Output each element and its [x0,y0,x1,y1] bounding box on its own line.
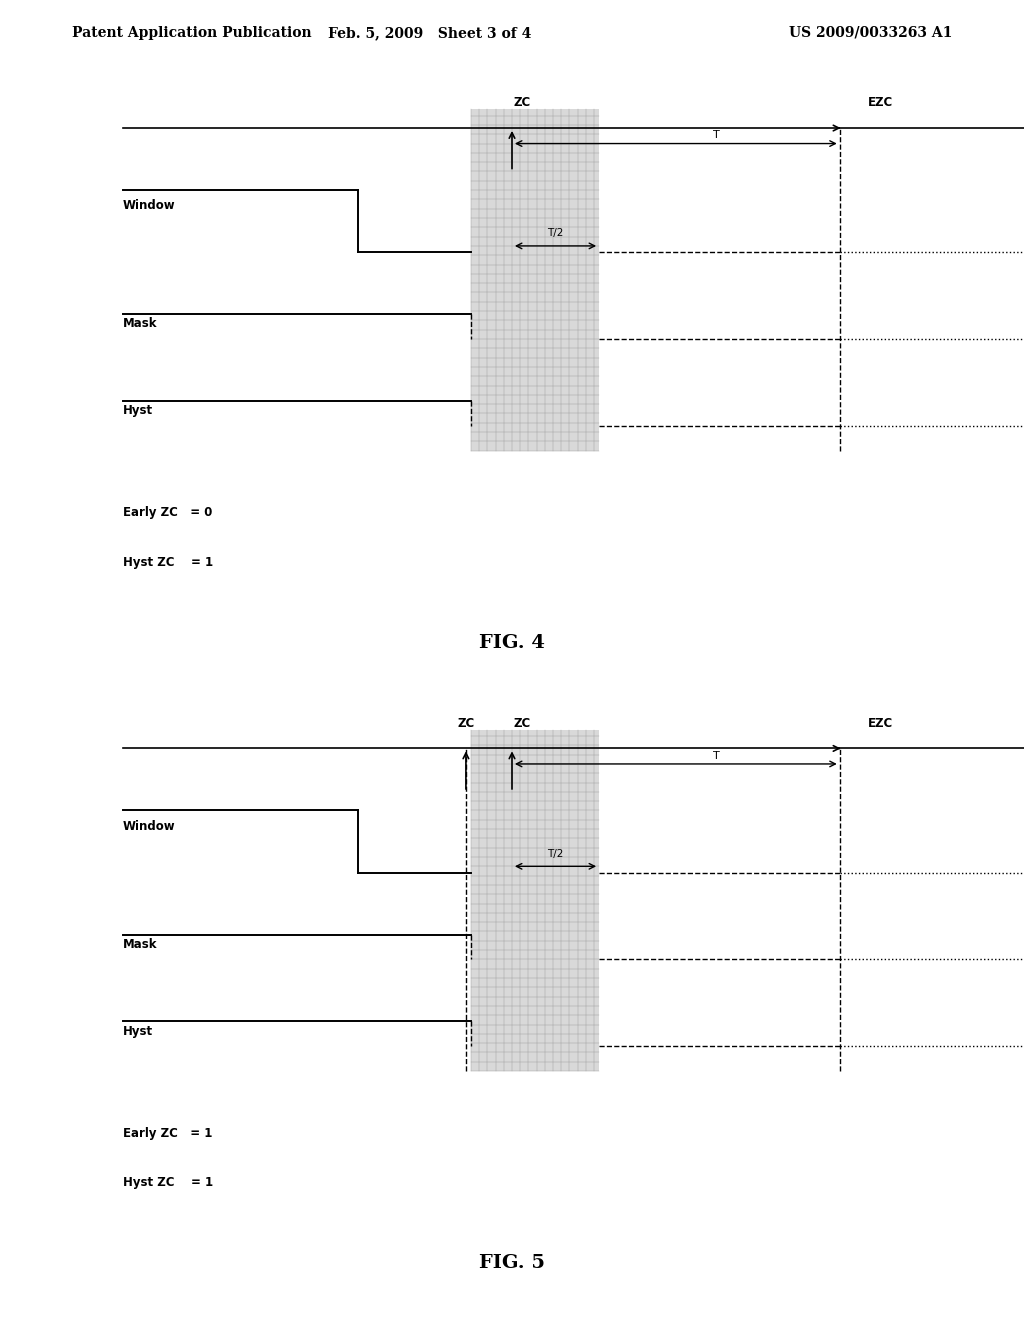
Text: FIG. 4: FIG. 4 [479,634,545,652]
Text: ZC: ZC [468,717,484,730]
Text: T: T [714,131,720,140]
FancyBboxPatch shape [471,730,599,1071]
Text: Window: Window [123,820,175,833]
Text: US 2009/0033263 A1: US 2009/0033263 A1 [788,26,952,40]
Text: ZC: ZC [514,96,530,110]
Text: Mask: Mask [123,937,158,950]
Text: Window: Window [123,199,175,213]
Text: EZC: EZC [868,96,893,110]
Text: Hyst ZC    = 1: Hyst ZC = 1 [123,556,213,569]
Text: T/2: T/2 [548,228,563,239]
Text: T: T [714,751,720,760]
Text: T/2: T/2 [548,849,563,859]
Text: Hyst: Hyst [123,404,153,417]
Text: ZC: ZC [514,717,530,730]
Text: EZC: EZC [868,717,893,730]
Text: Patent Application Publication: Patent Application Publication [72,26,311,40]
Text: Hyst ZC    = 1: Hyst ZC = 1 [123,1176,213,1189]
Text: Early ZC   = 1: Early ZC = 1 [123,1126,212,1139]
Text: Early ZC   = 0: Early ZC = 0 [123,506,212,519]
Text: Hyst: Hyst [123,1024,153,1038]
Text: ZC: ZC [458,717,474,730]
Text: Mask: Mask [123,317,158,330]
Text: Feb. 5, 2009   Sheet 3 of 4: Feb. 5, 2009 Sheet 3 of 4 [329,26,531,40]
FancyBboxPatch shape [471,110,599,450]
Text: FIG. 5: FIG. 5 [479,1254,545,1272]
